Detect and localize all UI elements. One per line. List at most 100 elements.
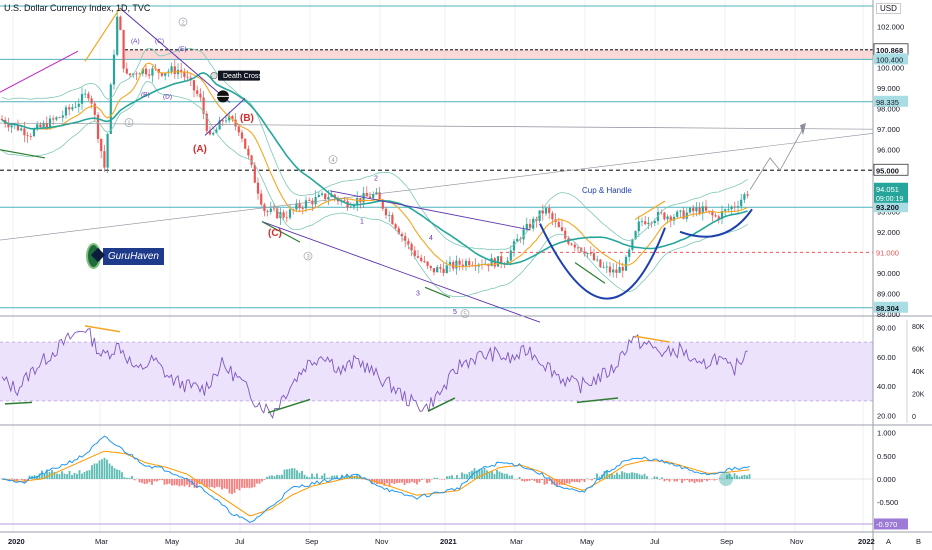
candle[interactable] (413, 250, 416, 257)
candle[interactable] (746, 194, 749, 196)
candle[interactable] (592, 253, 596, 261)
macd-histogram-bar[interactable] (378, 479, 381, 485)
divergence-green-4[interactable] (574, 262, 606, 284)
candle[interactable] (407, 240, 410, 244)
candle[interactable] (39, 124, 42, 128)
candle[interactable] (327, 197, 330, 200)
macd-histogram-bar[interactable] (658, 479, 661, 480)
candle[interactable] (199, 93, 202, 98)
macd-histogram-bar[interactable] (596, 473, 598, 479)
candle[interactable] (426, 261, 429, 266)
candle[interactable] (212, 132, 215, 135)
macd-histogram-bar[interactable] (543, 479, 546, 485)
macd-histogram-bar[interactable] (146, 479, 148, 484)
candle[interactable] (58, 117, 61, 119)
candle[interactable] (640, 221, 644, 223)
candle[interactable] (394, 224, 397, 229)
macd-histogram-bar[interactable] (486, 470, 488, 479)
macd-histogram-bar[interactable] (356, 474, 358, 479)
candle[interactable] (381, 199, 384, 209)
candle[interactable] (448, 261, 452, 266)
macd-histogram-bar[interactable] (266, 476, 268, 479)
candle[interactable] (125, 68, 128, 74)
macd-histogram-bar[interactable] (43, 474, 46, 479)
candle[interactable] (61, 115, 64, 118)
candle[interactable] (541, 210, 544, 214)
macd-histogram-bar[interactable] (498, 471, 501, 479)
macd-histogram-bar[interactable] (311, 473, 313, 479)
macd-histogram-bar[interactable] (581, 479, 583, 481)
macd-histogram-bar[interactable] (171, 479, 173, 486)
macd-histogram-bar[interactable] (636, 473, 638, 479)
candle[interactable] (368, 196, 372, 199)
macd-histogram-bar[interactable] (133, 479, 136, 481)
macd-histogram-bar[interactable] (456, 475, 458, 479)
candle[interactable] (29, 136, 32, 137)
candle[interactable] (589, 253, 592, 254)
macd-histogram-bar[interactable] (383, 479, 386, 486)
candle[interactable] (404, 236, 407, 241)
candle[interactable] (74, 106, 77, 108)
candle[interactable] (663, 212, 666, 220)
macd-histogram-bar[interactable] (426, 479, 428, 483)
macd-histogram-bar[interactable] (91, 465, 93, 479)
trendline-purple-top[interactable] (119, 7, 231, 103)
macd-histogram-bar[interactable] (441, 479, 443, 480)
macd-histogram-bar[interactable] (296, 470, 298, 479)
candle[interactable] (208, 130, 212, 135)
candle[interactable] (244, 138, 247, 149)
candle[interactable] (68, 107, 71, 110)
rsi-divergence-line[interactable] (576, 397, 619, 404)
candle[interactable] (570, 243, 573, 245)
candle[interactable] (544, 208, 548, 214)
candle[interactable] (215, 129, 218, 133)
candle[interactable] (295, 203, 298, 210)
macd-histogram-bar[interactable] (466, 474, 468, 479)
macd-histogram-bar[interactable] (381, 479, 383, 485)
macd-histogram-bar[interactable] (578, 479, 581, 483)
macd-histogram-bar[interactable] (398, 479, 401, 483)
candle[interactable] (628, 249, 631, 257)
macd-histogram-bar[interactable] (713, 479, 716, 481)
candle[interactable] (144, 68, 148, 75)
candle[interactable] (461, 264, 464, 267)
candle[interactable] (391, 214, 394, 225)
macd-histogram-bar[interactable] (663, 479, 666, 482)
macd-histogram-bar[interactable] (78, 470, 81, 479)
candle[interactable] (356, 198, 359, 205)
macd-histogram-bar[interactable] (386, 479, 388, 484)
rsi-divergence-line[interactable] (634, 335, 671, 343)
candle[interactable] (221, 120, 224, 122)
candle[interactable] (304, 200, 308, 209)
candle[interactable] (250, 155, 253, 165)
candle[interactable] (55, 117, 58, 120)
macd-panel[interactable] (0, 435, 873, 525)
macd-histogram-bar[interactable] (746, 475, 748, 479)
macd-histogram-bar[interactable] (508, 475, 511, 479)
macd-histogram-bar[interactable] (711, 479, 713, 480)
candle[interactable] (32, 129, 36, 137)
rsi-divergence-line[interactable] (427, 397, 456, 412)
macd-histogram-bar[interactable] (108, 463, 111, 479)
macd-histogram-bar[interactable] (626, 473, 628, 479)
candle[interactable] (16, 124, 20, 131)
candle[interactable] (71, 107, 74, 110)
macd-histogram-bar[interactable] (416, 479, 418, 485)
candle[interactable] (452, 261, 455, 269)
candle[interactable] (490, 258, 493, 267)
macd-histogram-bar[interactable] (696, 479, 698, 482)
macd-histogram-bar[interactable] (571, 479, 573, 482)
macd-histogram-bar[interactable] (198, 479, 201, 485)
candle[interactable] (468, 260, 471, 266)
macd-histogram-bar[interactable] (403, 479, 406, 485)
macd-histogram-bar[interactable] (218, 479, 221, 488)
candle[interactable] (96, 114, 100, 139)
macd-histogram-bar[interactable] (118, 470, 121, 479)
macd-histogram-bar[interactable] (316, 473, 318, 479)
channel-upper[interactable] (329, 190, 531, 231)
macd-histogram-bar[interactable] (221, 479, 223, 490)
candle[interactable] (464, 260, 468, 267)
candle[interactable] (106, 133, 109, 168)
macd-histogram-bar[interactable] (151, 479, 153, 485)
candle[interactable] (202, 97, 205, 114)
